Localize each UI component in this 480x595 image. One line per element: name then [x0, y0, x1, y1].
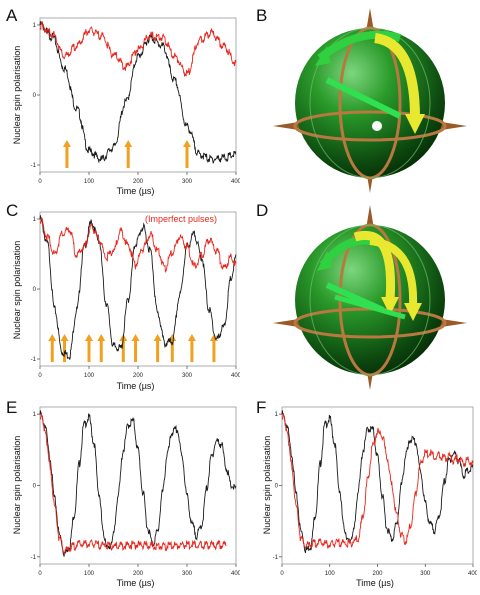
- panel-letter-d: D: [256, 201, 269, 220]
- chart-f-ylabel: Nuclear spin polarisation: [262, 435, 272, 535]
- series-line: [39, 410, 237, 557]
- series-line: [39, 215, 237, 360]
- x-tick-label: 300: [182, 571, 193, 577]
- x-tick-label: 400: [468, 571, 477, 577]
- x-tick-label: 100: [325, 571, 336, 577]
- series-line: [39, 21, 237, 164]
- panel-letter-b: B: [256, 6, 268, 25]
- y-tick-label: 0: [275, 484, 279, 490]
- bloch-sphere-b: [273, 8, 467, 193]
- chart-c: 0 100 200 300 400 -1 0 1: [31, 211, 240, 379]
- pulse-arrow: [48, 334, 57, 362]
- y-tick-label: 1: [33, 412, 37, 418]
- bloch-sphere-d: [273, 205, 467, 390]
- x-tick-label: 0: [38, 179, 42, 185]
- x-tick-label: 200: [372, 571, 383, 577]
- chart-f: 0 100 200 300 400 -1 0 1: [273, 406, 477, 577]
- y-tick-label: 0: [33, 287, 37, 293]
- x-tick-label: 300: [420, 571, 431, 577]
- x-tick-label: 300: [182, 373, 193, 379]
- pulse-arrow: [97, 334, 106, 362]
- panel-letter-e: E: [6, 398, 18, 417]
- chart-c-xlabel: Time (µs): [116, 381, 155, 391]
- plot-frame: [39, 17, 237, 173]
- x-tick-label: 400: [231, 571, 240, 577]
- x-tick-label: 400: [231, 179, 240, 185]
- x-tick-label: 400: [231, 373, 240, 379]
- series-line: [39, 413, 227, 555]
- pulse-arrow: [153, 334, 162, 362]
- chart-a-xlabel: Time (µs): [116, 186, 155, 196]
- y-tick-label: -1: [31, 555, 37, 561]
- panel-letter-c: C: [6, 201, 19, 220]
- x-tick-label: 100: [84, 571, 95, 577]
- chart-c-ylabel: Nuclear spin polarisation: [12, 240, 22, 340]
- x-tick-label: 0: [280, 571, 284, 577]
- chart-e-ylabel: Nuclear spin polarisation: [12, 435, 22, 535]
- y-tick-label: 1: [33, 217, 37, 223]
- y-tick-label: 0: [33, 93, 37, 99]
- chart-e-xlabel: Time (µs): [116, 578, 155, 588]
- series-line: [39, 20, 237, 77]
- y-tick-label: 1: [33, 23, 37, 29]
- pulse-arrow: [131, 334, 140, 362]
- pulse-arrow: [124, 140, 133, 168]
- pulse-arrow: [85, 334, 93, 362]
- series-line: [281, 413, 474, 549]
- chart-f-xlabel: Time (µs): [356, 578, 394, 588]
- x-tick-label: 200: [133, 373, 144, 379]
- chart-e: 0 100 200 300 400 -1 0 1: [31, 406, 240, 577]
- x-tick-label: 100: [84, 373, 95, 379]
- x-tick-label: 0: [38, 571, 42, 577]
- chart-a: 0 100 200 300 400 -1 0 1: [31, 17, 240, 185]
- pulse-arrow: [187, 334, 196, 362]
- panel-letter-f: F: [256, 398, 267, 417]
- y-tick-label: -1: [31, 163, 37, 169]
- y-tick-label: 1: [275, 412, 279, 418]
- pulse-arrow: [62, 140, 71, 168]
- x-tick-label: 200: [133, 179, 144, 185]
- x-tick-label: 200: [133, 571, 144, 577]
- y-tick-label: 0: [33, 484, 37, 490]
- pulse-arrow: [60, 334, 69, 362]
- series-line: [281, 410, 474, 554]
- series-line: [39, 217, 237, 273]
- x-tick-label: 300: [182, 179, 193, 185]
- panel-letter-a: A: [6, 6, 18, 25]
- imperfect-pulses-annotation: (Imperfect pulses): [145, 214, 218, 224]
- y-tick-label: -1: [31, 357, 37, 363]
- chart-a-ylabel: Nuclear spin polarisation: [12, 45, 22, 145]
- x-tick-label: 0: [38, 373, 42, 379]
- y-tick-label: -1: [273, 555, 279, 561]
- pulse-arrow: [183, 140, 191, 168]
- x-tick-label: 100: [84, 179, 95, 185]
